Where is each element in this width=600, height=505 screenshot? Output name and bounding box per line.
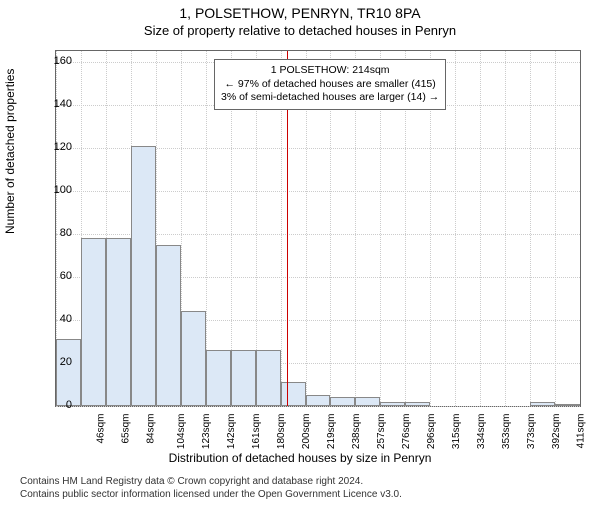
annotation-box: 1 POLSETHOW: 214sqm← 97% of detached hou… [214, 59, 446, 110]
x-tick-label: 353sqm [501, 414, 512, 450]
x-axis-label: Distribution of detached houses by size … [0, 451, 600, 465]
annotation-line: 1 POLSETHOW: 214sqm [221, 64, 439, 78]
x-tick-label: 104sqm [176, 414, 187, 450]
y-tick-label: 0 [66, 399, 72, 411]
x-tick-label: 257sqm [376, 414, 387, 450]
x-tick-label: 123sqm [201, 414, 212, 450]
x-tick-label: 180sqm [276, 414, 287, 450]
histogram-bar [156, 245, 181, 406]
chart-container: 1, POLSETHOW, PENRYN, TR10 8PA Size of p… [0, 5, 600, 505]
y-tick-label: 40 [60, 313, 72, 325]
histogram-bar [380, 402, 405, 406]
x-tick-label: 84sqm [146, 414, 157, 444]
histogram-bar [256, 350, 281, 406]
histogram-bar [181, 311, 206, 406]
y-tick-label: 20 [60, 356, 72, 368]
x-tick-label: 65sqm [121, 414, 132, 444]
histogram-bar [206, 350, 231, 406]
histogram-bar [355, 397, 380, 406]
x-tick-label: 392sqm [551, 414, 562, 450]
histogram-bar [530, 402, 555, 406]
x-tick-label: 200sqm [301, 414, 312, 450]
x-tick-label: 46sqm [96, 414, 107, 444]
y-tick-label: 120 [54, 141, 72, 153]
x-tick-label: 219sqm [326, 414, 337, 450]
histogram-bar [306, 395, 331, 406]
x-tick-label: 238sqm [351, 414, 362, 450]
grid-line-vertical [455, 51, 456, 406]
footer-line-1: Contains HM Land Registry data © Crown c… [20, 476, 402, 489]
histogram-bar [405, 402, 430, 406]
x-tick-label: 411sqm [575, 414, 586, 449]
x-tick-label: 161sqm [251, 414, 262, 450]
footer-line-2: Contains public sector information licen… [20, 489, 402, 502]
y-tick-label: 100 [54, 184, 72, 196]
chart-title-sub: Size of property relative to detached ho… [0, 23, 600, 38]
grid-line-vertical [505, 51, 506, 406]
x-tick-label: 334sqm [476, 414, 487, 450]
histogram-bar [281, 382, 306, 406]
x-tick-label: 315sqm [451, 414, 462, 450]
y-axis-label: Number of detached properties [3, 69, 17, 234]
footer-text: Contains HM Land Registry data © Crown c… [20, 476, 402, 501]
grid-line-vertical [530, 51, 531, 406]
histogram-bar [81, 238, 106, 406]
histogram-bar [555, 404, 580, 406]
histogram-bar [231, 350, 256, 406]
histogram-bar [131, 146, 156, 406]
x-tick-label: 276sqm [401, 414, 412, 450]
x-tick-label: 142sqm [226, 414, 237, 450]
chart-title-main: 1, POLSETHOW, PENRYN, TR10 8PA [0, 5, 600, 21]
x-tick-label: 296sqm [426, 414, 437, 450]
histogram-bar [56, 339, 81, 406]
grid-line-vertical [480, 51, 481, 406]
annotation-line: ← 97% of detached houses are smaller (41… [221, 78, 439, 92]
y-tick-label: 160 [54, 55, 72, 67]
y-tick-label: 140 [54, 98, 72, 110]
annotation-line: 3% of semi-detached houses are larger (1… [221, 91, 439, 105]
grid-line-horizontal [56, 406, 580, 407]
chart-plot-area: 1 POLSETHOW: 214sqm← 97% of detached hou… [55, 50, 581, 407]
histogram-bar [330, 397, 355, 406]
y-tick-label: 60 [60, 270, 72, 282]
grid-line-vertical [555, 51, 556, 406]
x-tick-label: 373sqm [526, 414, 537, 450]
histogram-bar [106, 238, 131, 406]
y-tick-label: 80 [60, 227, 72, 239]
